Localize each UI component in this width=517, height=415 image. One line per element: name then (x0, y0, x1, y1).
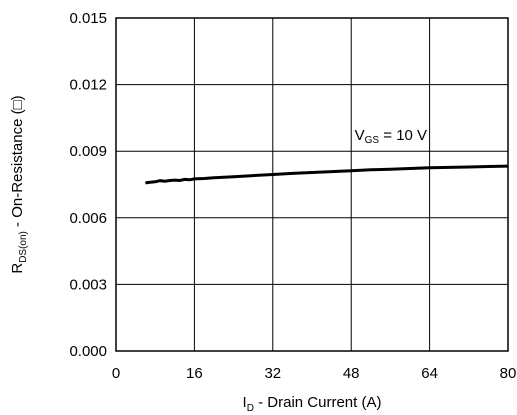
y-tick-label: 0.006 (69, 210, 107, 227)
y-tick-label: 0.012 (69, 77, 107, 94)
y-axis-label-main: R (9, 263, 26, 274)
x-tick-label: 32 (264, 365, 281, 382)
x-tick-label: 80 (500, 365, 517, 382)
x-tick-label: 16 (186, 365, 203, 382)
y-tick-labels: 0.000 0.003 0.006 0.009 0.012 0.015 (69, 10, 107, 360)
x-tick-labels: 0 16 32 48 64 80 (112, 365, 517, 382)
x-axis-label: ID - Drain Current (A) (243, 394, 382, 414)
grid (116, 18, 508, 351)
y-tick-label: 0.000 (69, 343, 107, 360)
x-axis-label-sub: D (247, 403, 254, 414)
x-axis-label-rest: - Drain Current (A) (254, 394, 382, 411)
x-tick-label: 0 (112, 365, 120, 382)
x-axis-label-main: I (243, 394, 247, 411)
series-line (145, 164, 509, 185)
y-axis-label-rest: - On-Resistance (□) (9, 95, 26, 231)
x-tick-label: 48 (343, 365, 360, 382)
plot-frame (115, 17, 509, 352)
annotation-sub: GS (365, 135, 380, 146)
y-tick-label: 0.015 (69, 10, 107, 27)
y-tick-label: 0.003 (69, 276, 107, 293)
y-axis-label-sub: DS(on) (18, 231, 29, 263)
y-axis-label: RDS(on) - On-Resistance (□) (9, 95, 29, 273)
annotation-rest: = 10 V (379, 127, 427, 144)
vgs-annotation: VGS = 10 V (355, 127, 427, 146)
x-tick-label: 64 (421, 365, 438, 382)
annotation-main: V (355, 127, 365, 144)
y-tick-label: 0.009 (69, 143, 107, 160)
